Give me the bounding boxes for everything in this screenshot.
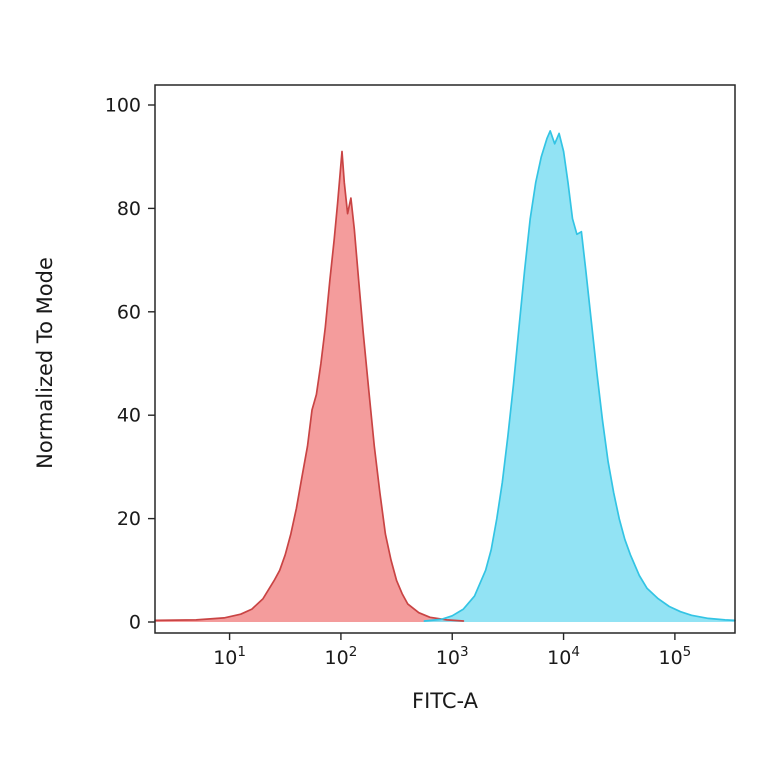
y-tick-label: 60 <box>117 301 141 323</box>
red-population-outline <box>154 150 465 622</box>
x-axis-label: FITC-A <box>412 689 479 713</box>
y-tick-label: 40 <box>117 405 141 427</box>
plot-border <box>154 84 736 634</box>
x-tick-label: 104 <box>547 644 580 669</box>
y-axis-label: Normalized To Mode <box>33 257 57 469</box>
cyan-population-area <box>424 130 735 622</box>
y-tick-label: 80 <box>117 198 141 220</box>
x-tick-label: 103 <box>436 644 469 669</box>
red-population-area <box>155 151 464 622</box>
y-tick-label: 0 <box>129 612 141 634</box>
y-tick-label: 100 <box>105 95 141 117</box>
x-tick-label: 102 <box>325 644 358 669</box>
x-tick-label: 101 <box>213 644 246 669</box>
x-tick-label: 105 <box>658 644 691 669</box>
y-tick-label: 20 <box>117 508 141 530</box>
cyan-population-outline <box>423 130 736 622</box>
